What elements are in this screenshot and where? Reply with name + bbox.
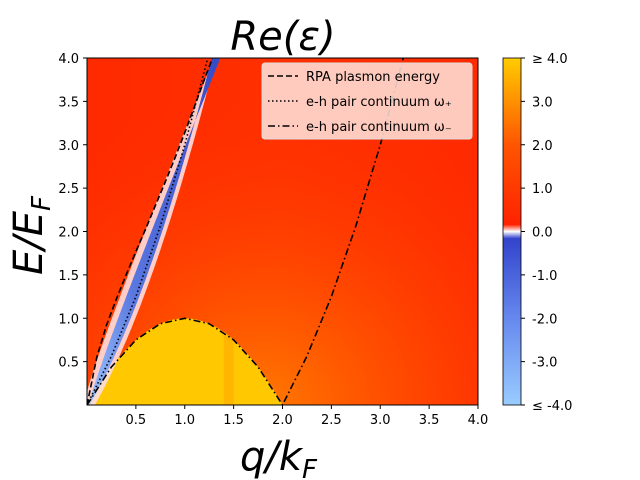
y-tick-label: 1.5 (58, 269, 79, 284)
x-tick-label: 3.0 (370, 413, 391, 428)
colorbar-ticks: ≥ 4.0 3.0 2.0 1.0 0.0 -1.0 -2.0 -3.0 ≤ -4.0 (521, 52, 572, 414)
y-tick-label: 3.0 (58, 139, 79, 154)
colorbar-tick-label: ≤ -4.0 (532, 399, 572, 414)
x-tick-label: 1.5 (223, 413, 244, 428)
heatmap (87, 58, 478, 405)
x-tick-label: 1.0 (174, 413, 195, 428)
colorbar (502, 57, 522, 406)
colorbar-tick-label: ≥ 4.0 (532, 52, 568, 67)
colorbar-tick-label: 1.0 (532, 182, 553, 197)
y-axis-label: E/EF (6, 195, 57, 275)
x-tick-label: 4.0 (468, 413, 489, 428)
heatmap-yellow-fade (223, 331, 234, 405)
series-line-1 (87, 58, 214, 405)
y-tick-label: 2.0 (58, 226, 79, 241)
legend-label-plasmon: RPA plasmon energy (306, 70, 440, 85)
y-tick-label: 0.5 (58, 356, 79, 371)
y-tick-label: 4.0 (58, 52, 79, 67)
colorbar-tick-label: -1.0 (532, 269, 557, 284)
y-axis-ticks: 0.5 1.0 1.5 2.0 2.5 3.0 3.5 4.0 (58, 52, 87, 371)
x-tick-label: 2.0 (272, 413, 293, 428)
colorbar-tick-label: -3.0 (532, 356, 557, 371)
heatmap-negative-band (88, 58, 220, 405)
x-axis-label: q/kF (240, 434, 318, 480)
y-tick-label: 1.0 (58, 312, 79, 327)
series-line-3 (87, 58, 405, 405)
y-tick-label: 2.5 (58, 182, 79, 197)
x-axis-ticks: 0.5 1.0 1.5 2.0 2.5 3.0 3.5 4.0 (126, 405, 489, 428)
y-tick-label: 3.5 (58, 95, 79, 110)
x-tick-label: 2.5 (321, 413, 342, 428)
chart-title: Re(ε) (230, 14, 335, 60)
legend-label-omega-plus: e-h pair continuum ω₊ (306, 95, 452, 110)
colorbar-tick-label: 3.0 (532, 95, 553, 110)
x-tick-label: 0.5 (126, 413, 147, 428)
x-tick-label: 3.5 (419, 413, 440, 428)
colorbar-tick-label: 2.0 (532, 139, 553, 154)
colorbar-tick-label: -2.0 (532, 312, 557, 327)
legend-box (261, 62, 473, 140)
legend: RPA plasmon energy e-h pair continuum ω₊… (261, 62, 473, 140)
legend-label-omega-minus: e-h pair continuum ω₋ (306, 120, 452, 135)
colorbar-tick-label: 0.0 (532, 226, 553, 241)
